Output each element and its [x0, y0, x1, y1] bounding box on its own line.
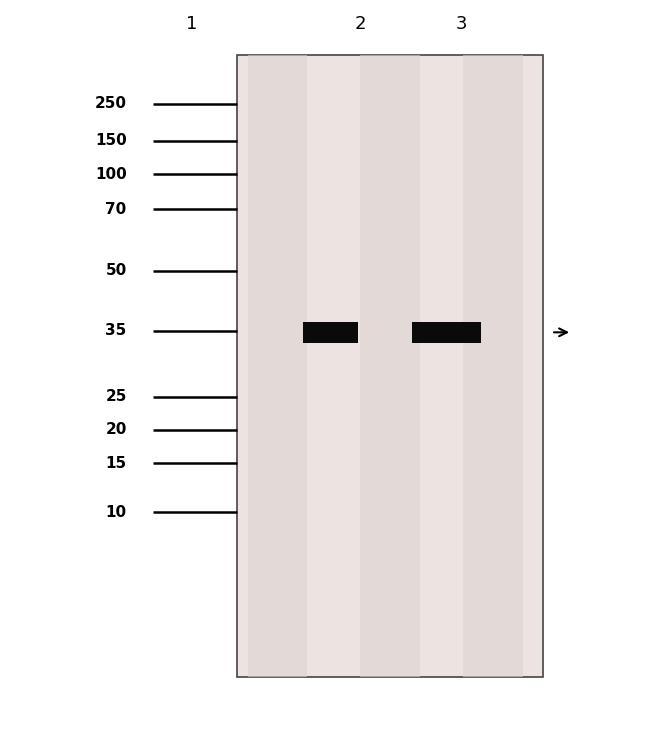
Text: 25: 25 [105, 389, 127, 404]
Text: 15: 15 [105, 456, 127, 471]
Bar [237, 55, 543, 677]
Text: 2: 2 [355, 15, 367, 33]
Text: 100: 100 [95, 167, 127, 182]
Text: 70: 70 [105, 202, 127, 217]
Text: 1: 1 [186, 15, 198, 33]
Bar [360, 55, 420, 677]
Text: 50: 50 [105, 264, 127, 278]
Bar [463, 55, 523, 677]
Text: 20: 20 [105, 422, 127, 437]
Bar [302, 322, 358, 343]
Text: 150: 150 [95, 133, 127, 148]
Text: 3: 3 [456, 15, 467, 33]
Text: 250: 250 [95, 97, 127, 111]
Bar [248, 55, 307, 677]
Text: 35: 35 [105, 324, 127, 338]
Bar [413, 322, 481, 343]
Text: 10: 10 [105, 505, 127, 520]
